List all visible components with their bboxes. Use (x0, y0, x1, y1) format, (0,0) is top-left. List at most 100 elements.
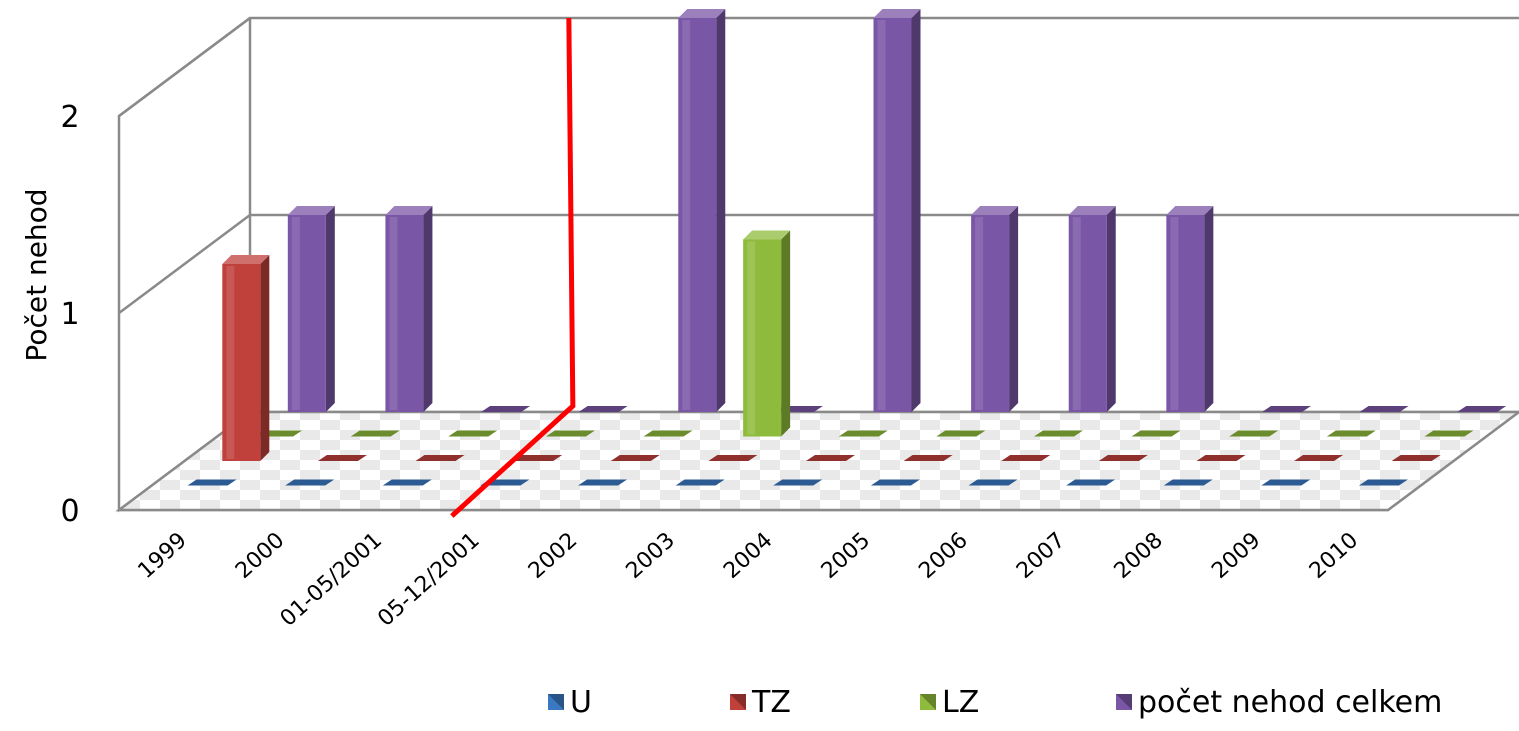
bar-zero-tile (578, 406, 628, 412)
bar-zero-tile (806, 455, 855, 461)
y-tick-label: 1 (60, 297, 79, 332)
bar-side (1204, 206, 1214, 412)
bar-zero-tile (1229, 430, 1279, 437)
bar-TZ-2006 (1001, 455, 1051, 461)
x-tick-label: 2010 (1305, 528, 1363, 584)
legend-label: TZ (751, 685, 791, 720)
bar-TZ-05-12/2001 (513, 455, 563, 461)
bar-TZ-2002 (610, 455, 660, 461)
bar-highlight (747, 241, 756, 435)
x-tick-label: 01-05/2001 (276, 528, 387, 632)
bar-počet-nehod-celkem-2009 (1359, 406, 1409, 412)
bar-zero-tile (870, 479, 920, 486)
x-tick-label: 05-12/2001 (373, 528, 484, 632)
bar-top (743, 230, 791, 240)
bar-zero-tile (1424, 430, 1474, 437)
x-tick-label: 2005 (817, 528, 875, 584)
x-tick-label: 2002 (524, 528, 582, 584)
bar-zero-tile (350, 430, 400, 437)
bar-highlight (1170, 217, 1179, 410)
bar-top (385, 206, 433, 215)
bar-U-01-05/2001 (382, 479, 432, 486)
legend-swatch-shade (1116, 694, 1132, 710)
legend-swatch-shade (920, 694, 936, 710)
bar-počet-nehod-celkem-1999 (287, 206, 335, 412)
bar-U-1999 (187, 479, 237, 486)
bar-zero-tile (773, 479, 823, 486)
bar-top (1166, 206, 1214, 215)
x-tick-label: 2000 (231, 528, 289, 584)
bar-zero-tile (1066, 479, 1116, 486)
x-tick-label: 2007 (1012, 528, 1070, 584)
bar-top (222, 255, 270, 264)
bar-U-2000 (285, 479, 335, 486)
bar-zero-tile (1326, 430, 1376, 437)
bar-zero-tile (578, 479, 628, 486)
x-tick-label: 2003 (622, 528, 680, 584)
bar-zero-tile (1196, 455, 1246, 461)
bar-LZ-05-12/2001 (545, 430, 595, 437)
bar-side (911, 9, 921, 412)
legend-label: počet nehod celkem (1138, 685, 1442, 720)
x-tick-label: 2006 (914, 528, 972, 584)
x-tick-label: 2009 (1207, 528, 1265, 584)
bar-highlight (291, 217, 300, 410)
gridline (118, 16, 1519, 118)
bar-top (873, 9, 921, 18)
bar-počet-nehod-celkem-2002 (678, 9, 726, 412)
bar-TZ-2009 (1294, 455, 1344, 461)
x-tick-label: 2004 (719, 528, 777, 584)
bar-top (678, 9, 726, 18)
bar-LZ-2000 (350, 430, 400, 437)
bar-LZ-2006 (1033, 430, 1083, 437)
bar-side (716, 9, 726, 412)
bar-zero-tile (708, 455, 758, 461)
bar-zero-tile (903, 455, 953, 461)
legend-item-LZ: LZ (920, 685, 979, 720)
bar-zero-tile (838, 430, 888, 437)
legend-swatch-shade (548, 694, 564, 710)
bar-TZ-2000 (317, 455, 367, 461)
bar-U-2003 (675, 479, 725, 486)
legend: U TZ LZ počet nehod celkem (548, 685, 1442, 720)
bar-top (1068, 206, 1116, 215)
bar-TZ-2004 (806, 455, 855, 461)
bar-zero-tile (513, 455, 563, 461)
bar-zero-tile (1001, 455, 1051, 461)
bar-LZ-2002 (643, 430, 693, 437)
bar-U-2007 (1066, 479, 1116, 486)
bar-side (260, 255, 270, 461)
bar-počet-nehod-celkem-2010 (1457, 406, 1507, 412)
bar-top (971, 206, 1019, 215)
bar-zero-tile (936, 430, 986, 437)
bar-highlight (682, 20, 691, 410)
bar-zero-tile (675, 479, 725, 486)
bar-zero-tile (1033, 430, 1083, 437)
bar-U-2004 (773, 479, 823, 486)
bar-U-2006 (968, 479, 1018, 486)
bar-počet-nehod-celkem-01-05/2001 (481, 406, 531, 412)
bar-zero-tile (1261, 479, 1311, 486)
bar-highlight (226, 266, 235, 459)
y-tick-label: 0 (60, 494, 79, 529)
bar-TZ-2008 (1196, 455, 1246, 461)
bar-zero-tile (643, 430, 693, 437)
bar-zero-tile (1294, 455, 1344, 461)
bar-LZ-2009 (1326, 430, 1376, 437)
legend-item-počet-nehod-celkem: počet nehod celkem (1116, 685, 1442, 720)
bar-LZ-2008 (1229, 430, 1279, 437)
bar-počet-nehod-celkem-2007 (1166, 206, 1214, 412)
bar-počet-nehod-celkem-2005 (971, 206, 1019, 412)
annotation (450, 17, 576, 518)
bar-TZ-1999 (222, 255, 270, 461)
bar-U-2009 (1261, 479, 1311, 486)
bar-TZ-2010 (1391, 455, 1441, 461)
legend-label: LZ (942, 685, 979, 720)
bar-počet-nehod-celkem-2000 (385, 206, 433, 412)
bar-LZ-2005 (936, 430, 986, 437)
bar-highlight (877, 20, 886, 410)
bar-LZ-01-05/2001 (448, 430, 498, 437)
bar-zero-tile (1457, 406, 1507, 412)
bars (187, 9, 1507, 486)
